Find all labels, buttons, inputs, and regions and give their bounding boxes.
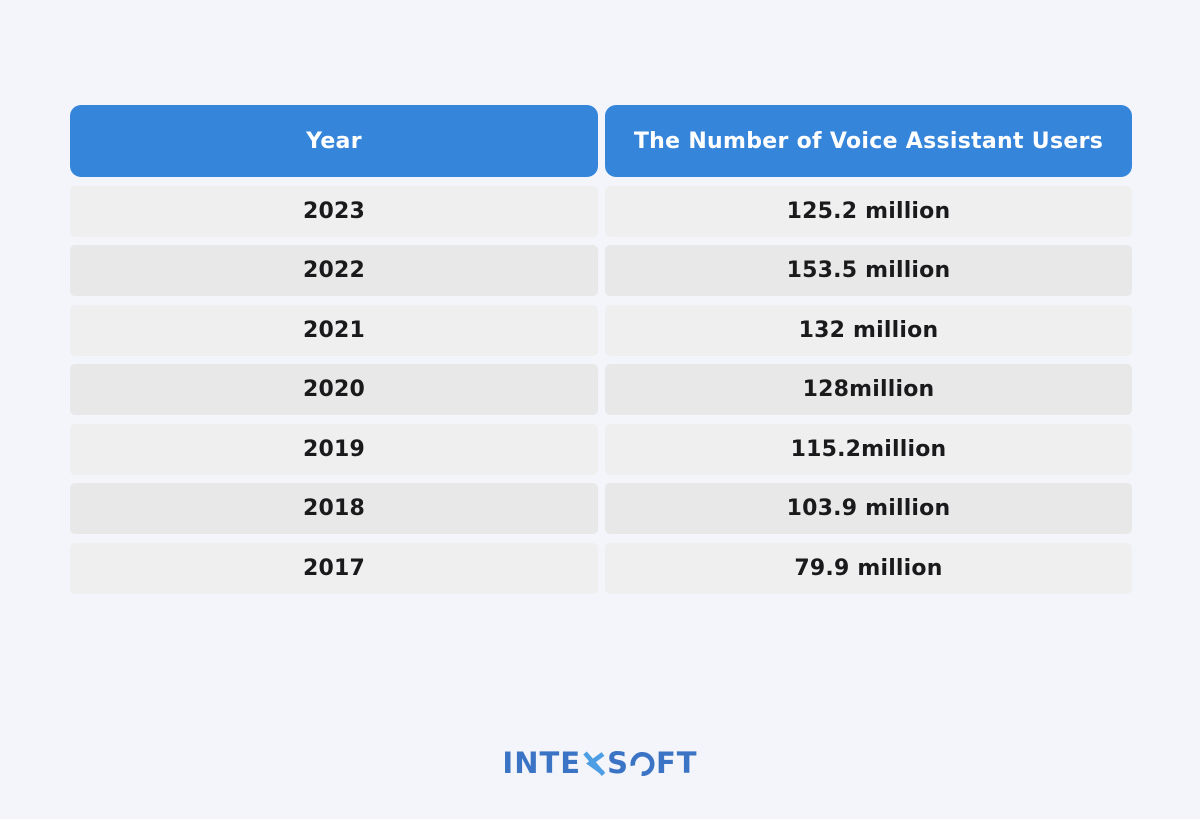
year-cell: 2021	[70, 304, 598, 356]
users-cell: 153.5 million	[605, 245, 1132, 296]
logo-o-icon	[630, 752, 655, 776]
users-cell: 128million	[605, 364, 1132, 415]
users-cell: 125.2 million	[605, 185, 1132, 237]
users-cell: 103.9 million	[605, 483, 1132, 534]
intexsoft-logo: INTE S FT	[0, 742, 1200, 784]
users-cell: 132 million	[605, 304, 1132, 356]
column-header-year: Year	[70, 105, 598, 177]
logo-x-icon	[583, 750, 606, 776]
users-cell: 79.9 million	[605, 542, 1132, 594]
voice-assistant-users-table: Year The Number of Voice Assistant Users…	[70, 105, 1132, 594]
users-cell: 115.2million	[605, 423, 1132, 475]
logo-text-inte: INTE	[502, 745, 582, 780]
year-cell: 2020	[70, 364, 598, 415]
year-cell: 2017	[70, 542, 598, 594]
column-header-users: The Number of Voice Assistant Users	[605, 105, 1132, 177]
logo-text-s: S	[607, 745, 629, 780]
logo-text-ft: FT	[655, 745, 698, 780]
year-cell: 2022	[70, 245, 598, 296]
year-cell: 2023	[70, 185, 598, 237]
year-cell: 2019	[70, 423, 598, 475]
year-cell: 2018	[70, 483, 598, 534]
